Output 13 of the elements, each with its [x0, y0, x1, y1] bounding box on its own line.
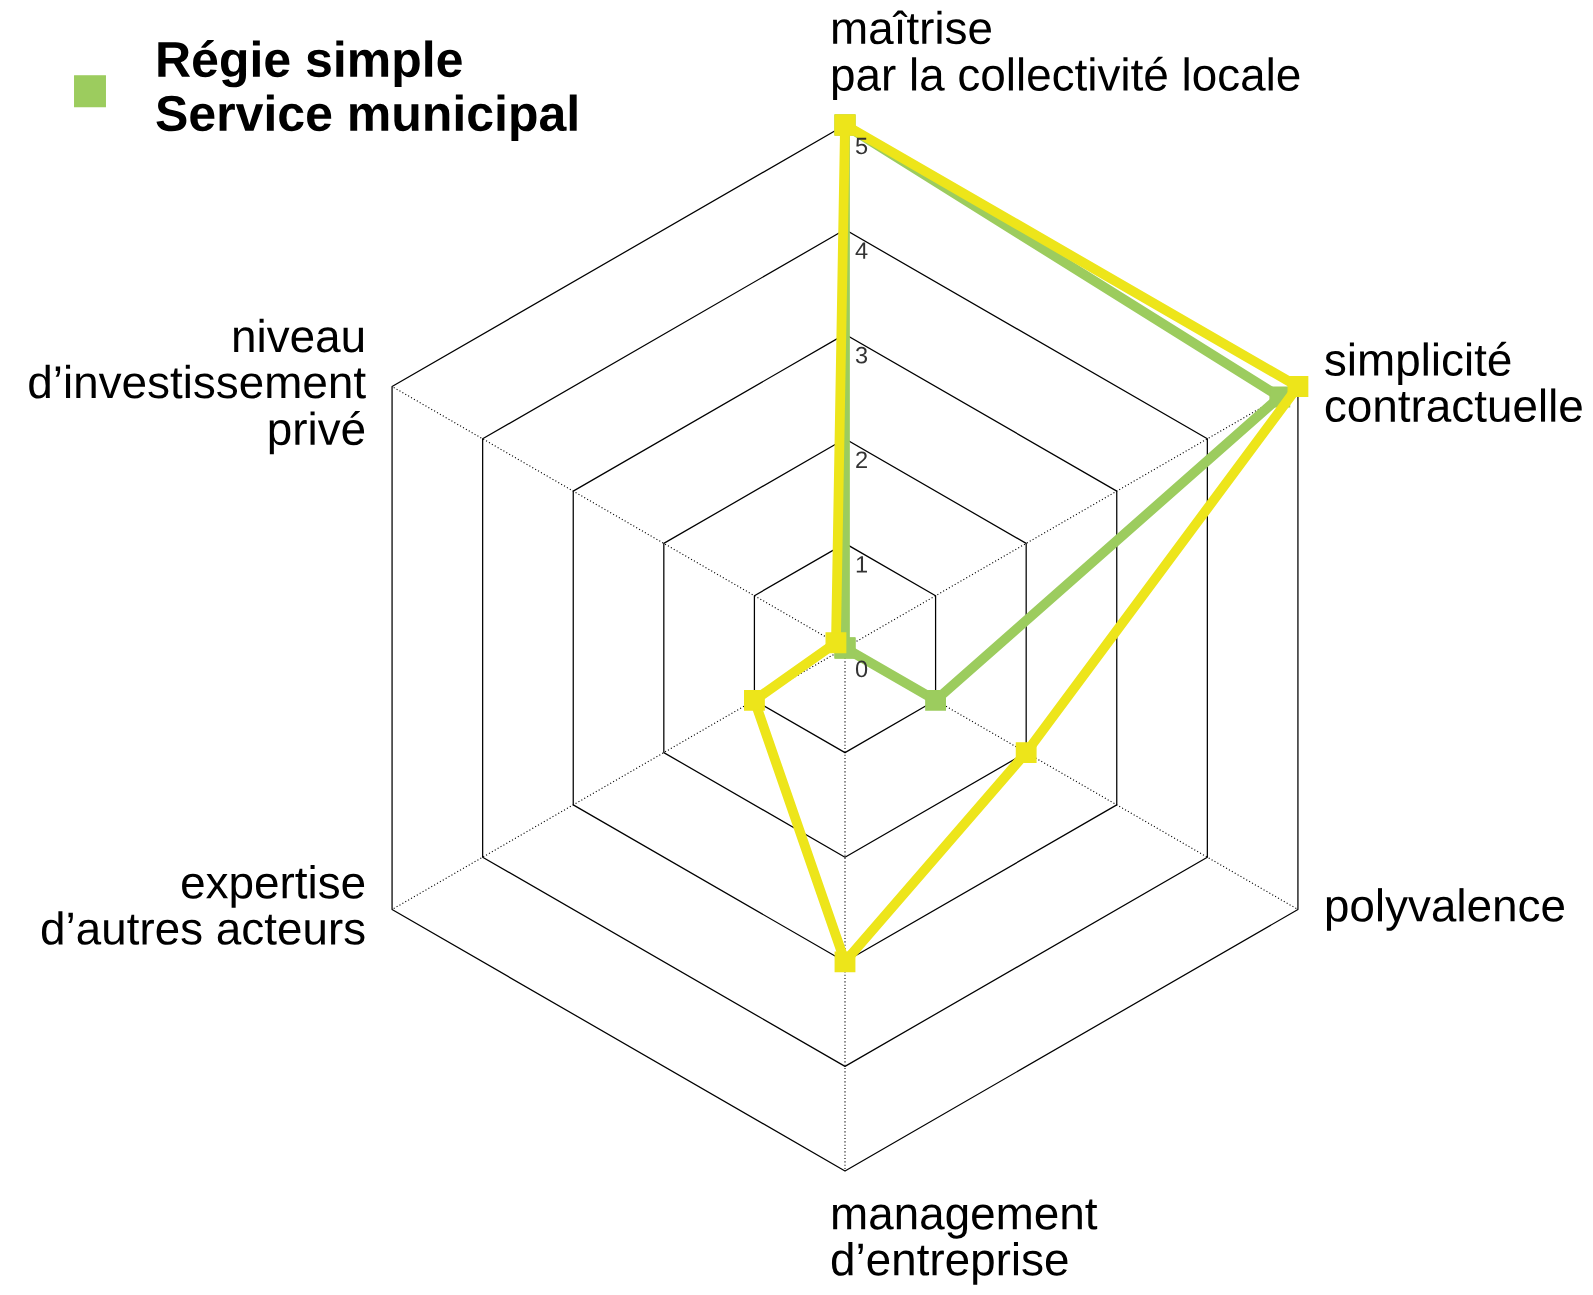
y-tick-label: 4 [855, 242, 868, 259]
y-tick-label: 1 [856, 556, 867, 573]
spoke-label: simplicité contractuelle [1325, 341, 1582, 423]
spoke-label: polyvalence [1326, 888, 1564, 931]
y-tick-label: 5 [855, 137, 868, 155]
spoke-label: management d’entreprise [831, 1199, 1098, 1285]
spoke-label: maîtrise par la collectivité locale [832, 10, 1300, 100]
y-tick-label: 3 [855, 346, 868, 364]
y-tick-label: 0 [855, 660, 868, 678]
legend-label: Régie simple Service municipal [156, 40, 577, 142]
spoke-label: expertise d’autres acteurs [41, 865, 365, 945]
spoke-label: niveau d’investissement privé [29, 318, 366, 455]
y-tick-label: 2 [856, 451, 867, 468]
